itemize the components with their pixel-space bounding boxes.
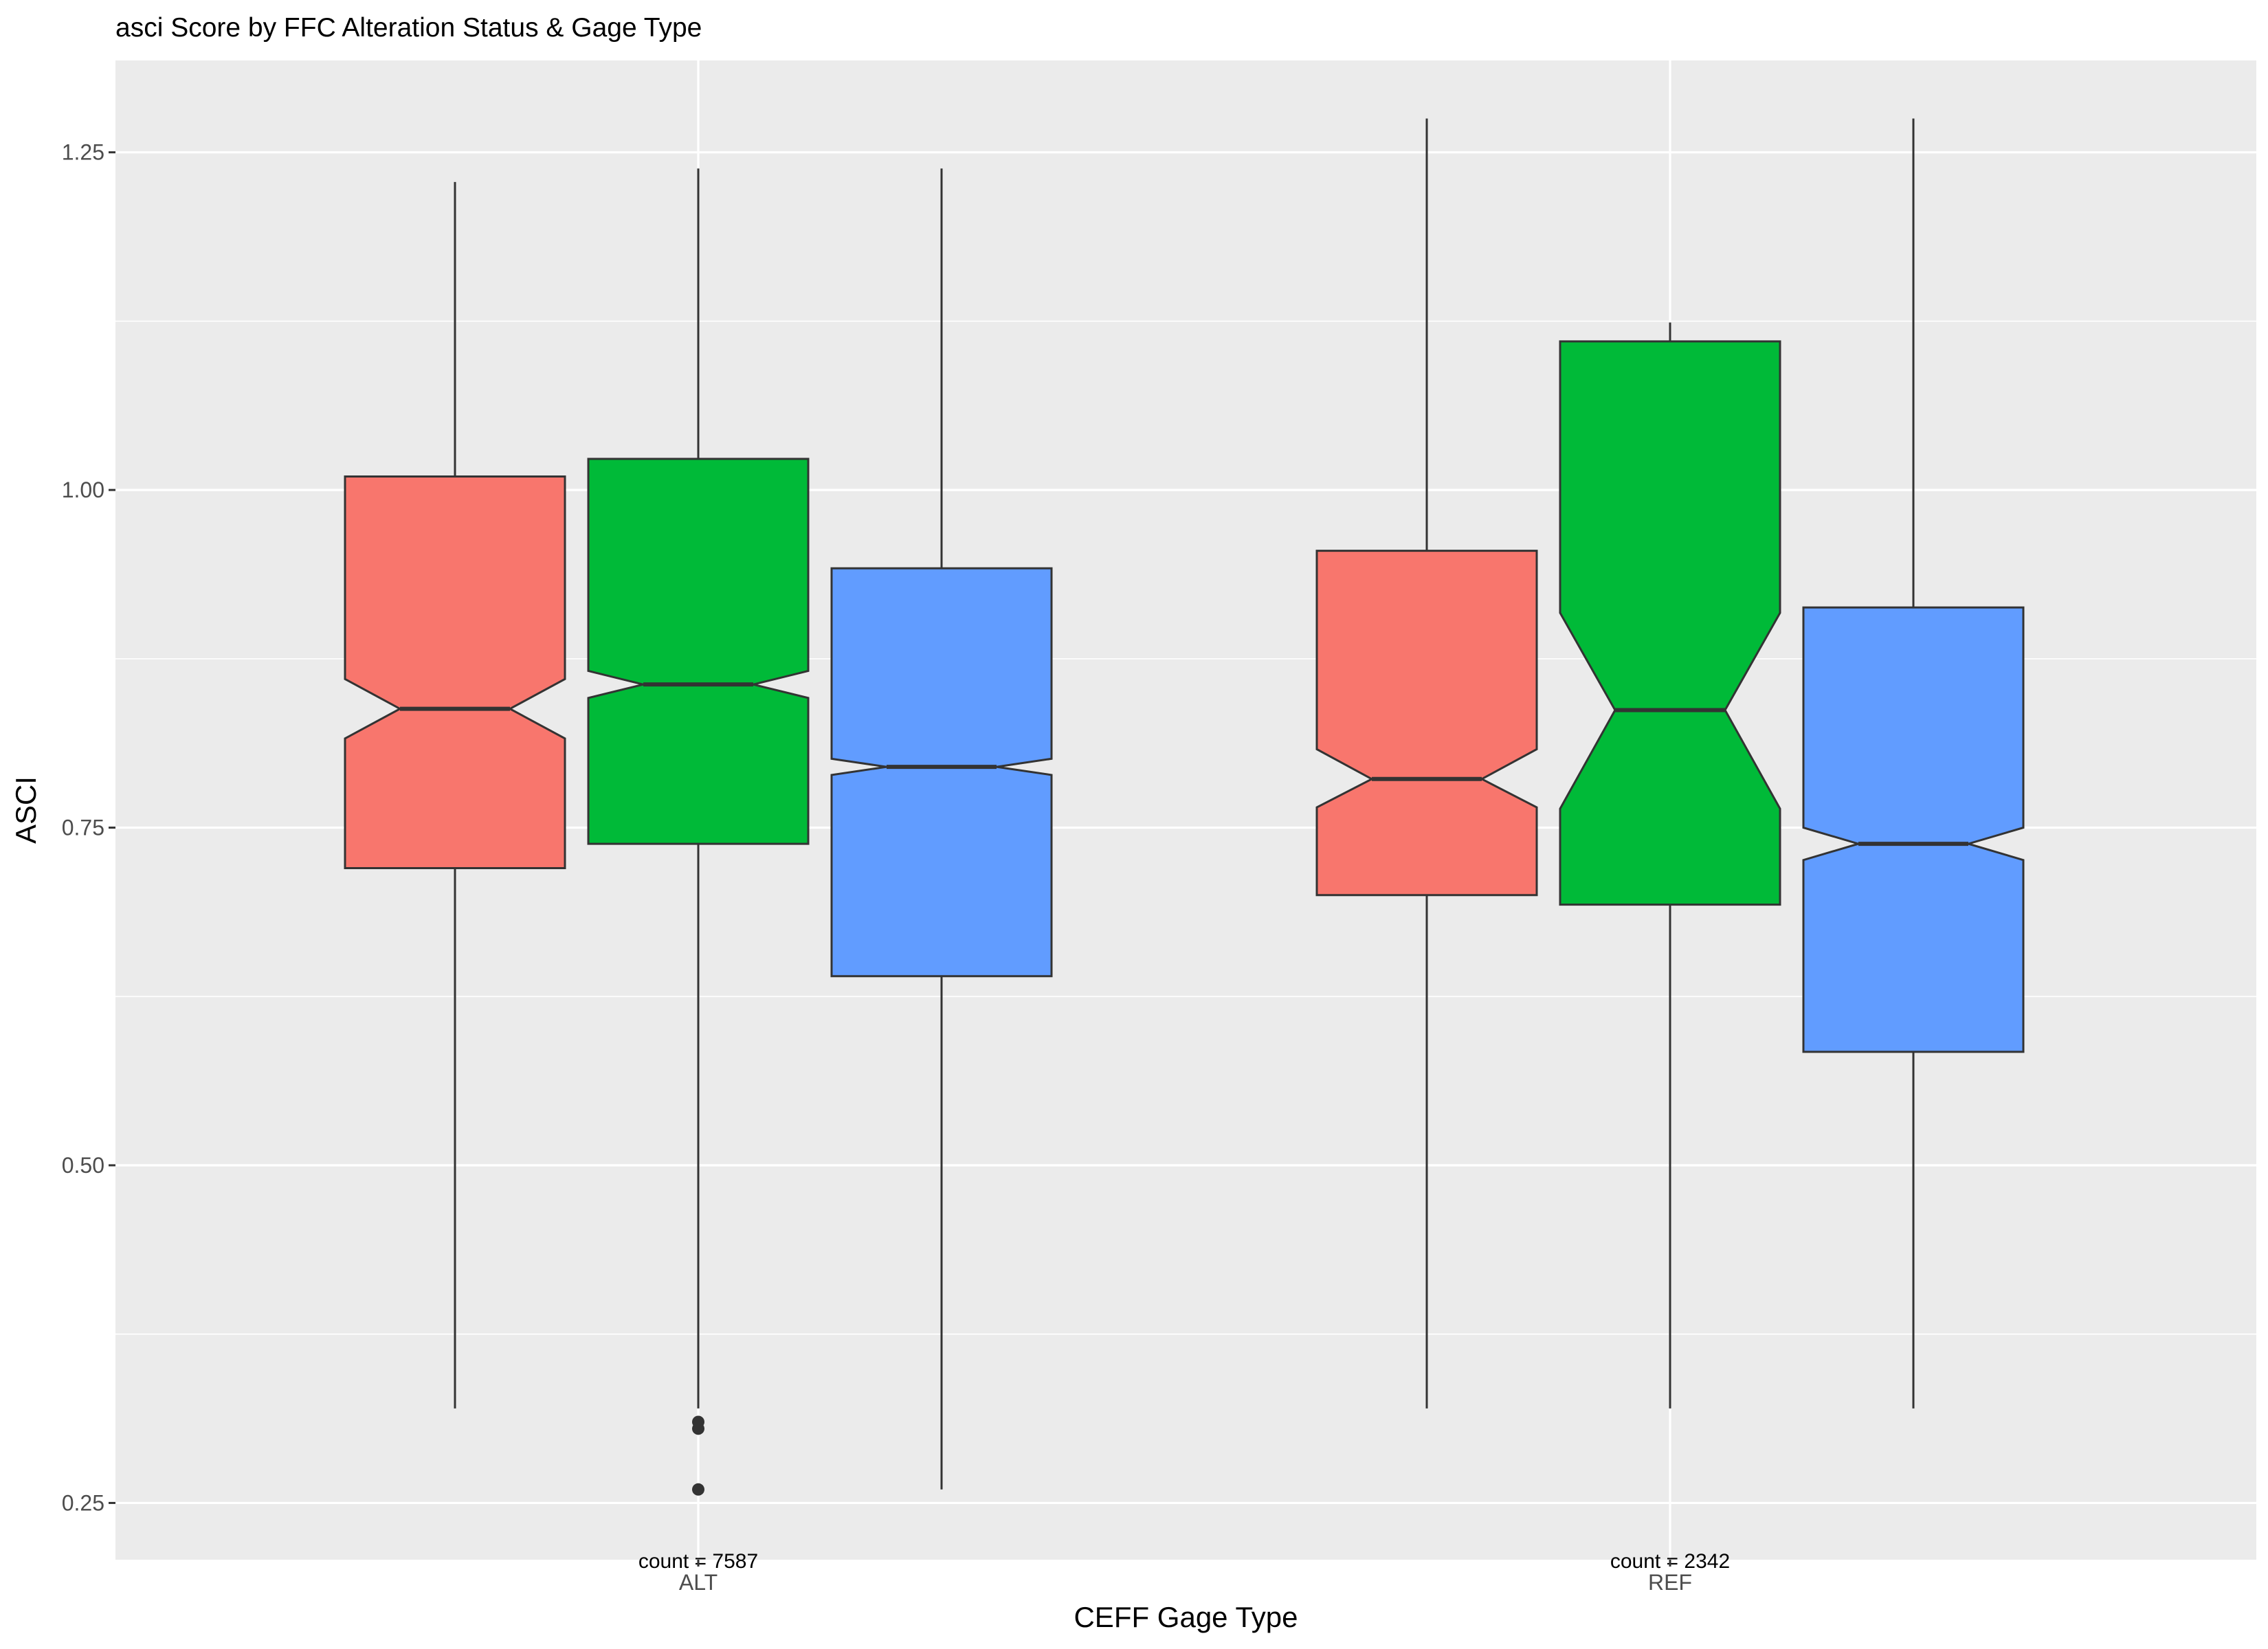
x-tick-label: REF (1648, 1570, 1692, 1595)
outlier-point (692, 1483, 704, 1496)
y-tick-label: 0.75 (62, 816, 104, 840)
x-axis-title: CEFF Gage Type (1074, 1601, 1298, 1633)
y-tick-label: 1.25 (62, 140, 104, 165)
box-ref-series-1 (1315, 118, 1538, 1409)
x-axis: ALT REF (679, 1560, 1692, 1595)
box-body (344, 475, 566, 869)
box-body (830, 567, 1053, 978)
y-tick-label: 1.00 (62, 478, 104, 502)
y-tick-label: 0.25 (62, 1490, 104, 1515)
chart-title: asci Score by FFC Alteration Status & Ga… (115, 13, 702, 43)
box-body (587, 458, 810, 845)
y-tick-label: 0.50 (62, 1153, 104, 1178)
box-alt-series-3 (830, 168, 1053, 1490)
x-tick-label: ALT (679, 1570, 718, 1595)
outlier-point (692, 1415, 704, 1428)
box-ref-series-2 (1559, 322, 1781, 1409)
box-body (1559, 340, 1781, 906)
box-alt-series-2 (587, 168, 810, 1496)
box-ref-series-3 (1802, 118, 2025, 1409)
y-axis-title: ASCI (10, 776, 42, 844)
box-alt-series-1 (344, 181, 566, 1409)
box-body (1315, 550, 1538, 897)
boxes (344, 118, 2025, 1496)
y-axis: 0.25 0.50 0.75 1.00 1.25 (62, 140, 115, 1515)
box-body (1802, 606, 2025, 1053)
